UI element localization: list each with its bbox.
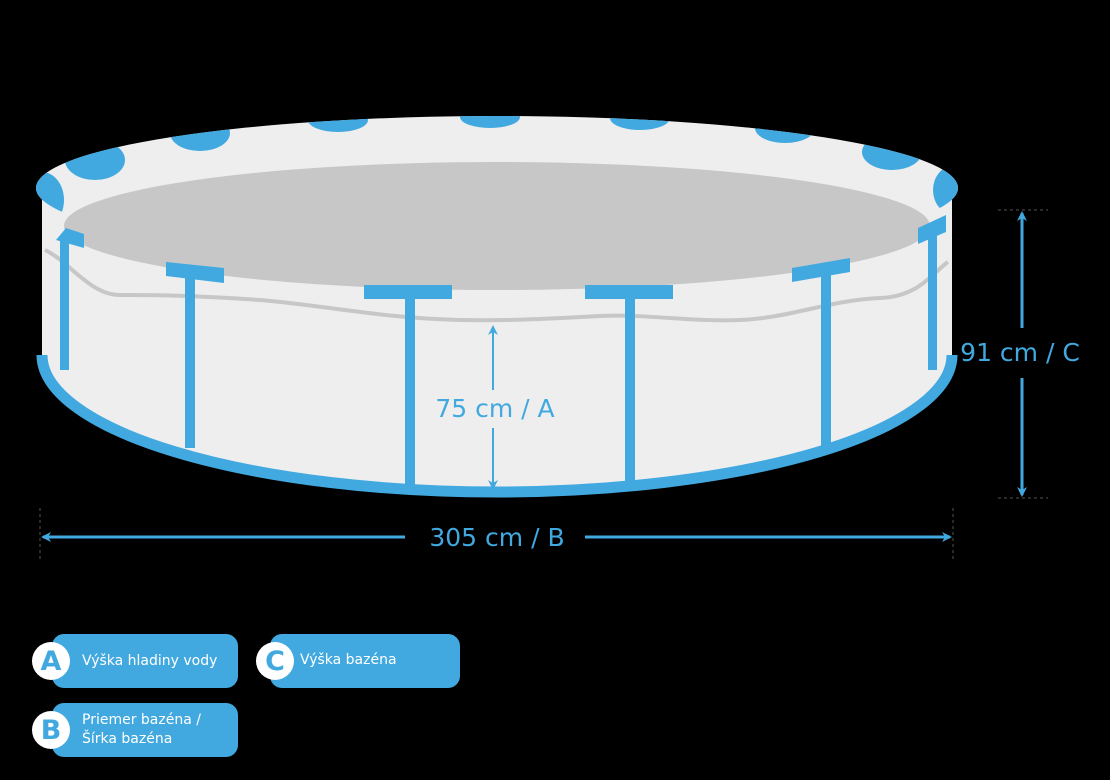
legend-item-a: Výška hladiny vody [52, 634, 238, 688]
legend-item-b: Priemer bazéna / Šírka bazéna [52, 703, 238, 757]
legend-label-b: Priemer bazéna / Šírka bazéna [82, 712, 201, 747]
legend-label-a: Výška hladiny vody [82, 652, 218, 669]
legend-item-c: Výška bazéna [270, 634, 460, 688]
pool-posts [56, 215, 946, 485]
legend-badge-c: C [256, 642, 294, 680]
diameter-label: 305 cm / B [429, 523, 564, 552]
pool-height-label: 91 cm / C [960, 338, 1080, 367]
legend-label-c: Výška bazéna [300, 652, 397, 668]
pool-floor [64, 162, 930, 290]
legend-badge-b: B [32, 711, 70, 749]
legend-badge-a: A [32, 642, 70, 680]
water-line-icon [44, 248, 950, 323]
water-height-label: 75 cm / A [435, 394, 554, 423]
pool-bottom-band [36, 354, 958, 498]
